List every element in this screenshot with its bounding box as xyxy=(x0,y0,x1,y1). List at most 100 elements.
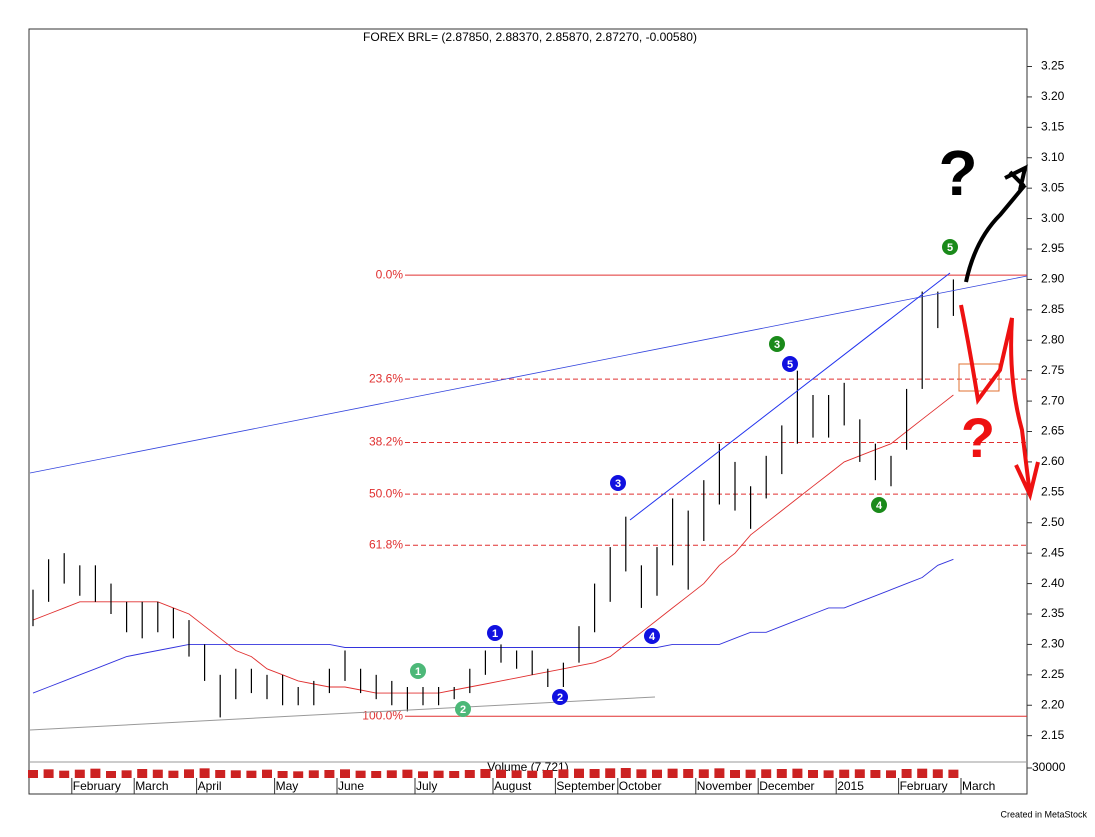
volume-bar xyxy=(464,770,475,778)
volume-bar xyxy=(932,769,943,778)
y-tick-label: 2.80 xyxy=(1041,332,1065,346)
x-tick-label: December xyxy=(759,779,814,793)
highlight-box xyxy=(958,363,1000,392)
volume-bar xyxy=(652,769,662,778)
volume-bar xyxy=(714,768,725,778)
volume-bar xyxy=(745,769,756,778)
hand-arrow xyxy=(959,304,1040,502)
x-tick-label: February xyxy=(73,779,121,793)
y-tick-label: 2.95 xyxy=(1041,241,1065,255)
trend-line xyxy=(29,275,1028,474)
volume-bar xyxy=(230,770,241,778)
y-tick-label: 2.90 xyxy=(1041,272,1065,286)
volume-bar xyxy=(59,770,70,778)
y-tick-label: 3.25 xyxy=(1041,59,1065,73)
volume-bar xyxy=(340,769,350,778)
volume-bar xyxy=(558,769,569,778)
y-tick-label: 3.20 xyxy=(1041,89,1065,103)
volume-bar xyxy=(542,770,553,778)
x-tick-label: February xyxy=(900,779,948,793)
wave-label-text: 2 xyxy=(460,704,466,716)
x-tick-label: September xyxy=(556,779,615,793)
x-tick-label: 2015 xyxy=(837,779,864,793)
wave-label: 5 xyxy=(942,239,958,255)
y-tick-label: 2.60 xyxy=(1041,454,1065,468)
y-tick-label: 2.20 xyxy=(1041,697,1065,711)
volume-bar xyxy=(90,768,101,778)
volume-bar xyxy=(152,769,163,778)
volume-bar xyxy=(823,770,834,778)
y-tick-label: 2.70 xyxy=(1041,393,1065,407)
volume-bar xyxy=(371,771,382,778)
wave-label: 1 xyxy=(410,663,426,679)
moving-average xyxy=(32,394,954,694)
x-tick-label: March xyxy=(962,779,995,793)
volume-bar xyxy=(761,769,772,778)
trend-line xyxy=(629,272,951,521)
y-tick-label: 2.65 xyxy=(1041,424,1065,438)
hand-arrow xyxy=(964,164,1028,283)
volume-bar xyxy=(792,768,803,778)
wave-label-text: 4 xyxy=(876,500,883,512)
volume-bar xyxy=(839,769,850,778)
wave-label-text: 1 xyxy=(415,666,421,678)
volume-bar xyxy=(605,768,616,778)
volume-bar xyxy=(74,769,85,778)
y-tick-label: 3.15 xyxy=(1041,120,1065,134)
wave-label-text: 2 xyxy=(557,692,563,704)
y-tick-label: 2.15 xyxy=(1041,728,1065,742)
trend-line xyxy=(29,696,656,731)
x-tick-label: July xyxy=(416,779,437,793)
volume-tick-label: 30000 xyxy=(1032,760,1066,774)
volume-bar xyxy=(496,769,506,778)
y-tick-label: 2.50 xyxy=(1041,515,1065,529)
volume-bar xyxy=(870,770,881,778)
volume-bar xyxy=(886,770,896,778)
volume-bar xyxy=(511,770,522,778)
wave-label-text: 5 xyxy=(787,359,793,371)
y-tick-label: 2.30 xyxy=(1041,637,1065,651)
volume-bar xyxy=(199,768,210,778)
volume-bar xyxy=(246,770,257,778)
wave-label: 4 xyxy=(871,497,887,513)
wave-label: 3 xyxy=(769,336,785,352)
volume-bar xyxy=(215,770,226,778)
volume-bar xyxy=(43,769,54,778)
fib-label: 0.0% xyxy=(376,267,404,281)
x-tick-label: April xyxy=(198,779,222,793)
fib-label: 61.8% xyxy=(369,537,403,551)
volume-bar xyxy=(386,770,397,778)
volume-bar xyxy=(667,768,678,778)
volume-bar xyxy=(418,771,428,778)
y-tick-label: 2.35 xyxy=(1041,606,1065,620)
wave-label-text: 3 xyxy=(774,339,780,351)
volume-bar xyxy=(402,769,413,778)
volume-bar xyxy=(776,769,787,778)
y-tick-label: 2.55 xyxy=(1041,485,1065,499)
x-tick-label: March xyxy=(135,779,168,793)
wave-label-text: 1 xyxy=(492,628,498,640)
hand-note: ? xyxy=(938,137,977,209)
y-tick-label: 2.85 xyxy=(1041,302,1065,316)
volume-bar xyxy=(901,769,912,778)
y-tick-label: 2.75 xyxy=(1041,363,1065,377)
x-tick-label: June xyxy=(338,779,364,793)
volume-bar xyxy=(324,770,335,778)
fib-label: 23.6% xyxy=(369,371,403,385)
y-tick-label: 3.10 xyxy=(1041,150,1065,164)
y-tick-label: 2.45 xyxy=(1041,545,1065,559)
volume-bar xyxy=(854,769,865,778)
volume-bar xyxy=(184,769,194,778)
volume-bar xyxy=(106,771,116,778)
volume-bar xyxy=(293,771,304,778)
volume-bar xyxy=(730,770,740,778)
wave-label: 3 xyxy=(610,475,626,491)
volume-bar xyxy=(917,768,928,778)
plot-layer: 2.15 2.20 2.25 2.30 2.35 2.40 2.45 2.50 2.55 2.60… xyxy=(28,59,1066,794)
volume-bar xyxy=(480,769,491,778)
volume-bar xyxy=(308,770,319,778)
volume-bar xyxy=(683,769,694,778)
volume-bar xyxy=(698,769,709,778)
x-tick-label: August xyxy=(494,779,532,793)
